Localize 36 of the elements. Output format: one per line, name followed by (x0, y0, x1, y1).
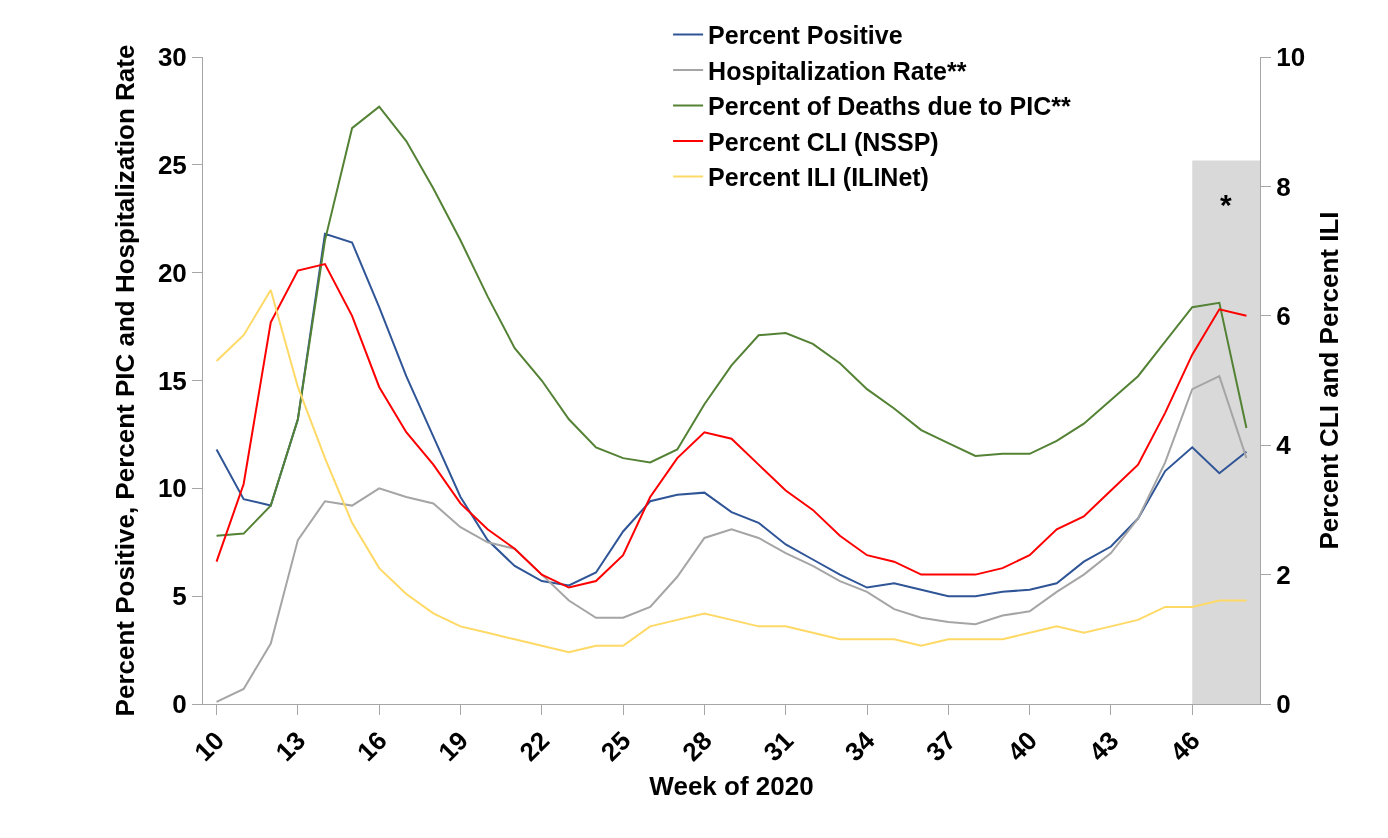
y2-tick-label: 2 (1276, 559, 1291, 590)
legend-label: Hospitalization Rate** (708, 56, 967, 85)
line-series (215, 375, 1248, 703)
x-tick-label: 25 (594, 725, 637, 768)
x-tick-label: 34 (838, 725, 881, 768)
y-tick-label: 25 (157, 149, 187, 180)
x-tick-label: 46 (1164, 725, 1206, 768)
x-tick-label: 43 (1082, 725, 1125, 768)
x-tick-label: 31 (757, 725, 800, 768)
y2-tick-label: 0 (1276, 689, 1291, 720)
x-tick-label: 19 (432, 725, 474, 768)
x-tick-label: 40 (1001, 725, 1044, 768)
legend-label: Percent Positive (708, 21, 903, 50)
y2-tick-label: 10 (1276, 42, 1306, 73)
y2-tick-label: 4 (1276, 430, 1292, 461)
y-axis-title: Percent Positive, Percent PIC and Hospitalization Rate (110, 44, 141, 717)
x-tick-label: 37 (920, 725, 962, 768)
legend-label: Percent CLI (NSSP) (708, 127, 939, 156)
x-tick-label: 22 (513, 725, 556, 768)
legend-label: Percent ILI (ILINet) (708, 163, 929, 192)
legend-label: Percent of Deaths due to PIC** (708, 92, 1071, 121)
line-series (215, 288, 1248, 654)
x-axis-title: Week of 2020 (649, 770, 814, 801)
x-tick-label: 16 (350, 725, 393, 768)
y2-axis-title: Percent CLI and Percent ILI (1313, 211, 1344, 550)
y-tick-label: 5 (172, 581, 187, 612)
x-tick-label: 13 (269, 725, 312, 768)
x-tick-label: 28 (676, 725, 718, 768)
y-tick-label: 15 (157, 365, 187, 396)
y-tick-label: 20 (157, 257, 187, 288)
y2-tick-label: 8 (1276, 171, 1291, 202)
y2-tick-label: 6 (1276, 300, 1291, 331)
band-label: * (1220, 188, 1232, 221)
y-tick-label: 30 (157, 42, 187, 73)
y-tick-label: 10 (157, 473, 187, 504)
y-tick-label: 0 (172, 689, 187, 720)
